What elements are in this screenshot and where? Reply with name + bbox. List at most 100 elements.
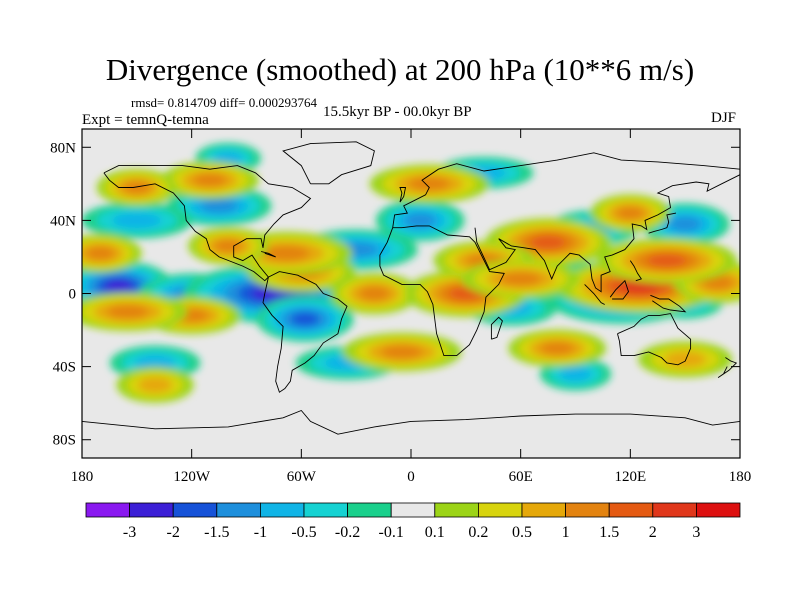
colorbar-label: -3: [123, 524, 136, 541]
contour-level: [122, 180, 151, 194]
stats-label: rmsd= 0.814709 diff= 0.000293764: [131, 95, 317, 110]
anomaly-cell: [330, 272, 419, 315]
contour-level: [200, 198, 238, 213]
colorbar-label: 0.1: [425, 524, 445, 541]
coastline: [262, 271, 348, 393]
x-tick-label: 120E: [614, 469, 646, 485]
colorbar-swatch: [172, 502, 218, 518]
chart-title: Divergence (smoothed) at 200 hPa (10**6 …: [105, 52, 695, 87]
coastline: [103, 165, 312, 282]
colorbar-label: -0.1: [379, 524, 404, 541]
anomaly-cell: [596, 237, 737, 284]
coastline: [650, 294, 687, 313]
colorbar-label: -2: [167, 524, 180, 541]
contour-level: [106, 304, 149, 319]
contour-level: [135, 355, 176, 371]
contour-level: [213, 151, 243, 166]
coastlines: [82, 141, 740, 435]
colorbar-swatch: [216, 502, 261, 518]
x-tick-label: 180: [729, 469, 752, 485]
colorbar-swatch: [434, 502, 479, 518]
colorbar-label: 1: [562, 524, 570, 541]
anomaly-cell: [375, 199, 465, 242]
coastline: [379, 225, 505, 357]
coastline: [617, 313, 692, 366]
season-label: DJF: [711, 110, 737, 126]
anomaly-cell: [188, 227, 269, 265]
contour-level: [85, 246, 115, 261]
colorbar-swatch: [129, 502, 174, 518]
coastline: [474, 174, 740, 293]
coastline: [490, 316, 503, 340]
coastline: [282, 141, 375, 185]
contour-level: [619, 279, 660, 293]
y-tick-label: 40S: [53, 360, 76, 376]
anomaly-cell: [369, 164, 489, 204]
contour-level: [359, 286, 390, 301]
colorbar-swatch: [608, 502, 654, 518]
colorbar-label: -0.5: [291, 524, 316, 541]
contour-level: [664, 351, 707, 368]
colorbar-label: 0.5: [512, 524, 532, 541]
colorbar-swatch: [565, 502, 610, 518]
anomaly-cell: [590, 194, 671, 232]
colorbar: -3 -2 -1.5 -1 -0.5 -0.2 -0.1 0.1 0.2 0.5 1 1.5 2 3: [85, 502, 741, 541]
colorbar-label: -1.5: [204, 524, 229, 541]
contour-level: [263, 245, 310, 261]
contour-level: [530, 235, 566, 250]
y-tick-label: 40N: [50, 213, 76, 229]
coastline: [629, 260, 643, 282]
period-label: 15.5kyr BP - 00.0kyr BP: [323, 104, 472, 120]
colorbar-swatch: [696, 502, 741, 518]
contour-level: [408, 177, 450, 191]
colorbar-swatch: [259, 502, 305, 518]
colorbar-swatch: [521, 502, 566, 518]
colorbar-swatch: [85, 502, 130, 518]
contour-level: [381, 345, 423, 359]
x-tick-label: 60W: [287, 469, 317, 485]
x-axis: 180 120W 60W 0 60E 120E 180: [71, 129, 752, 485]
anomaly-cell: [539, 357, 612, 391]
coastline: [717, 357, 738, 378]
colorbar-label: 2: [649, 524, 657, 541]
y-tick-label: 80N: [50, 140, 76, 156]
anomaly-cell: [508, 329, 607, 368]
x-tick-label: 180: [71, 469, 94, 485]
colorbar-label: 1.5: [599, 524, 619, 541]
colorbar-label: 3: [692, 524, 700, 541]
contour-level: [669, 216, 701, 232]
x-tick-label: 0: [407, 469, 415, 485]
contour-level: [404, 213, 436, 228]
colorbar-swatch: [347, 502, 392, 518]
contour-level: [192, 173, 227, 187]
y-tick-label: 0: [69, 287, 77, 303]
coastline: [392, 152, 740, 228]
contour-level: [214, 239, 243, 253]
coastline: [584, 284, 605, 305]
contour-level: [540, 341, 575, 355]
colorbar-label: 0.2: [468, 524, 488, 541]
contour-level: [559, 366, 592, 382]
anomaly-cell: [461, 259, 581, 299]
contour-level: [138, 376, 173, 393]
anomaly-cell: [82, 202, 193, 239]
y-axis: 80N 40N 0 40S 80S: [50, 140, 740, 449]
anomaly-cell: [638, 341, 733, 378]
colorbar-swatch: [652, 502, 697, 518]
anomaly-cell: [161, 161, 259, 199]
colorbar-swatch: [390, 502, 436, 518]
coastline: [609, 279, 630, 300]
anomaly-cell: [82, 292, 188, 332]
contour-level: [702, 275, 734, 290]
experiment-label: Expt = temnQ-temna: [82, 112, 209, 128]
y-tick-label: 80S: [53, 433, 76, 449]
coastline: [260, 251, 276, 258]
contour-level: [291, 312, 319, 326]
colorbar-label: -0.2: [335, 524, 360, 541]
anomaly-cell: [116, 366, 194, 403]
coastline: [648, 212, 677, 234]
anomaly-cell: [82, 233, 142, 273]
anomaly-cell: [96, 168, 177, 207]
contour-level: [112, 212, 162, 229]
